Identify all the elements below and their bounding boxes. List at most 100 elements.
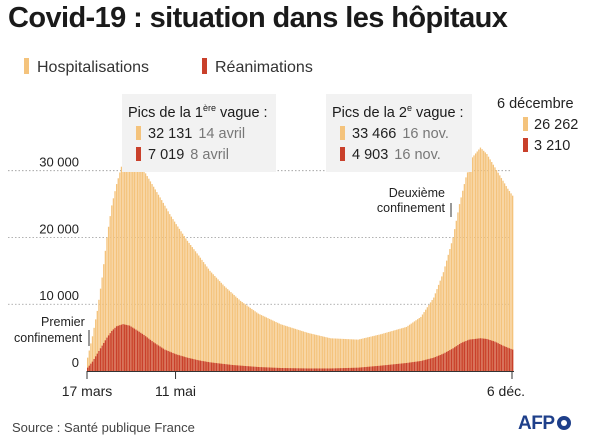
reanimations-bar	[351, 367, 353, 371]
reanimations-bar	[313, 368, 316, 371]
reanimations-bar	[486, 338, 488, 371]
hospitalisations-bar	[140, 166, 142, 371]
reanimations-bar	[227, 364, 229, 371]
hospitalisations-bar	[230, 292, 232, 371]
reanimations-bar	[254, 366, 256, 371]
peak1-rea-value: 7 019	[148, 147, 185, 163]
reanimations-bar	[494, 341, 496, 371]
hospitalisations-bar	[291, 327, 293, 371]
hospitalisations-bar	[220, 282, 222, 371]
reanimations-bar	[185, 357, 187, 371]
hospitalisations-bar	[301, 330, 303, 371]
reanimations-bar	[449, 350, 451, 371]
reanimations-bar	[88, 365, 90, 371]
hospitalisations-bar	[186, 240, 189, 371]
hospitalisations-bar	[256, 312, 258, 371]
hospitalisations-bar	[260, 315, 263, 371]
reanimations-bar	[322, 368, 324, 371]
hospitalisations-bar	[120, 166, 123, 371]
reanimations-bar	[202, 361, 205, 371]
hospitalisations-bar	[349, 339, 351, 371]
reanimations-bar	[223, 364, 226, 371]
hospitalisations-bar	[289, 327, 292, 371]
hospitalisations-bar	[417, 319, 419, 371]
reanimations-bar	[507, 347, 509, 371]
hospitalisations-bar	[188, 242, 190, 371]
reanimations-bar	[122, 324, 124, 371]
hospitalisations-bar	[455, 220, 457, 371]
legend-hospitalisations: Hospitalisations	[24, 58, 149, 77]
reanimations-bar	[136, 330, 139, 371]
hospitalisations-bar	[367, 337, 369, 371]
hospitalisations-bar	[342, 338, 345, 371]
hospitalisations-bar	[161, 200, 163, 371]
reanimations-bar	[219, 363, 221, 371]
hospitalisations-bar	[239, 300, 242, 371]
hospitalisations-bar	[338, 338, 340, 371]
hospitalisations-bar	[135, 160, 137, 371]
hospitalisations-bar	[378, 334, 380, 371]
reanimations-bar	[437, 355, 440, 371]
reanimations-bar	[251, 366, 253, 371]
reanimations-bar	[289, 368, 292, 371]
hospitalisations-bar	[381, 333, 383, 371]
reanimations-bar	[217, 363, 219, 371]
reanimations-bar	[423, 360, 425, 371]
second-lockdown-label: Deuxième	[389, 186, 445, 200]
hospitalisations-bar	[483, 150, 485, 371]
reanimations-bar	[225, 364, 227, 371]
hospitalisations-bar	[196, 253, 198, 371]
reanimations-bar	[359, 367, 361, 371]
hospitalisations-bar	[257, 313, 259, 371]
hospitalisations-bar	[136, 162, 139, 371]
latest-date: 6 décembre	[497, 96, 574, 112]
hospitalisations-bar	[312, 334, 314, 371]
reanimations-bar	[331, 368, 334, 371]
reanimations-bar	[434, 356, 437, 371]
reanimations-bar	[508, 348, 511, 371]
hospitalisations-bar	[172, 219, 174, 371]
reanimations-bar	[355, 367, 358, 371]
reanimations-bar	[302, 368, 305, 371]
reanimations-bar	[246, 366, 248, 371]
reanimations-bar	[479, 338, 482, 371]
reanimations-bar	[93, 358, 95, 371]
hospitalisations-bar	[450, 243, 453, 371]
peak2-rea-row: 4 903 16 nov.	[332, 145, 464, 166]
peak1-hosp-value: 32 131	[148, 126, 193, 142]
reanimations-bar	[379, 365, 382, 371]
reanimations-bar	[186, 357, 189, 371]
hospitalisations-bar	[143, 171, 145, 371]
hospitalisations-bar	[375, 335, 377, 371]
reanimations-bar	[433, 357, 435, 371]
reanimations-bar	[262, 367, 264, 371]
y-tick-label: 10 000	[39, 288, 79, 303]
hospitalisations-bar	[497, 172, 499, 371]
x-tick-label: 6 déc.	[487, 383, 525, 399]
reanimations-bar	[495, 342, 498, 371]
hospitalisations-bar	[334, 338, 337, 371]
hospitalisations-bar	[164, 205, 166, 371]
reanimations-bar	[180, 355, 182, 371]
latest-hosp-value: 26 262	[534, 117, 579, 133]
reanimations-bar	[212, 362, 214, 371]
reanimations-bar	[346, 367, 348, 371]
hospitalisations-bar	[112, 198, 115, 371]
reanimations-bar	[294, 368, 296, 371]
reanimations-bar	[304, 368, 306, 371]
hospitalisations-bar	[185, 238, 187, 371]
hospitalisations-bar	[486, 154, 488, 371]
hospitalisations-bar	[460, 197, 462, 371]
hospitalisations-bar	[313, 334, 316, 371]
peak1-hosp-row: 32 131 14 avril	[128, 124, 268, 145]
reanimations-bar	[222, 363, 224, 371]
y-tick-label: 0	[72, 355, 79, 370]
hospitalisations-bar	[347, 339, 350, 371]
hospitalisations-bar	[267, 318, 269, 371]
reanimations-bar	[489, 340, 491, 371]
hospitalisations-bar	[499, 175, 501, 371]
reanimations-bar	[175, 354, 177, 371]
hospitalisations-bar	[209, 270, 211, 371]
hospitalisations-bar	[476, 151, 478, 371]
latest-values: 6 décembre 26 262 3 210	[497, 94, 578, 157]
